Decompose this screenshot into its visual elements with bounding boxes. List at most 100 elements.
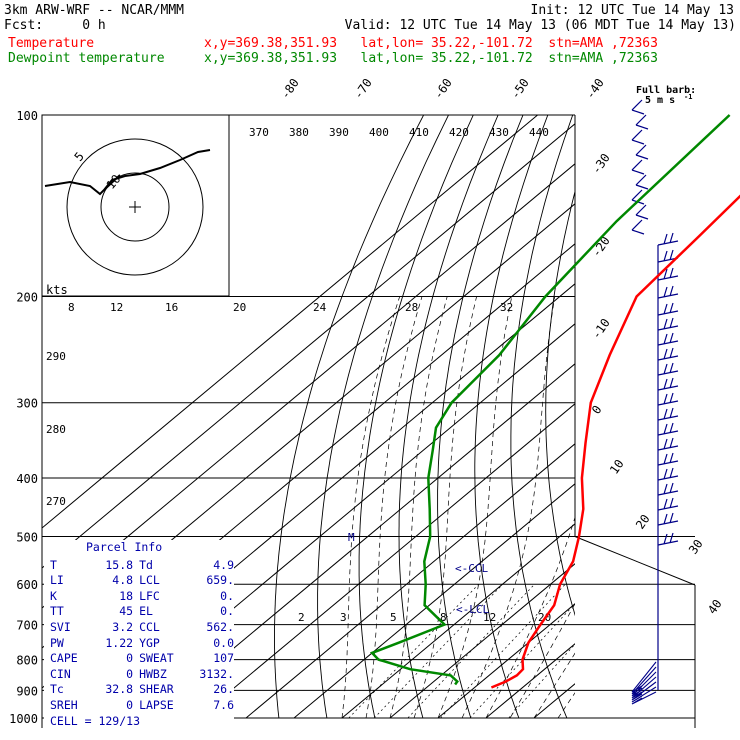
hodograph-inset: 5 10 kts bbox=[41, 114, 230, 297]
isotherm-label: 20 bbox=[633, 512, 653, 532]
parcel-key: CIN bbox=[50, 666, 71, 681]
pressure-label-100: 100 bbox=[16, 109, 38, 123]
wind-barb bbox=[635, 144, 649, 160]
wind-barb bbox=[635, 114, 649, 130]
isotherm-line bbox=[341, 523, 575, 719]
wind-barb bbox=[631, 219, 645, 235]
wind-barb bbox=[657, 467, 679, 481]
isotherm-label: -60 bbox=[431, 76, 455, 102]
parcel-key: Td bbox=[139, 557, 153, 572]
parcel-value: 1.22 bbox=[105, 635, 134, 650]
isotherm-line bbox=[437, 603, 575, 719]
hodo-speed-label: 12 bbox=[110, 301, 123, 314]
parcel-row: SVI 3.2 CCL 562. bbox=[44, 620, 234, 636]
pressure-label-300: 300 bbox=[16, 397, 38, 411]
wind-legend-title: Full barb: bbox=[636, 85, 696, 96]
parcel-value: 4.8 bbox=[112, 573, 134, 588]
theta-e-label: 380 bbox=[289, 126, 309, 139]
mixing-ratio-label: 8 bbox=[440, 611, 447, 624]
pressure-label-900: 900 bbox=[16, 684, 38, 698]
theta-e-label: 420 bbox=[449, 126, 469, 139]
parcel-key: SREH bbox=[50, 697, 78, 712]
dry-adiabat-line bbox=[274, 115, 425, 719]
dry-adiabat-line bbox=[317, 115, 449, 719]
parcel-value: 0. bbox=[220, 588, 235, 603]
wind-barb bbox=[631, 676, 657, 699]
parcel-key: TT bbox=[50, 604, 64, 619]
wind-barb bbox=[635, 174, 649, 190]
parcel-key: LFC bbox=[139, 588, 160, 603]
wind-barb bbox=[657, 532, 679, 546]
pressure-label-500: 500 bbox=[16, 530, 38, 544]
hodo-speed-label: 32 bbox=[500, 301, 513, 314]
pressure-label-700: 700 bbox=[16, 619, 38, 633]
isotherm-label: -50 bbox=[508, 76, 532, 102]
parcel-key: EL bbox=[139, 604, 153, 619]
isotherm-label: 10 bbox=[607, 457, 627, 477]
theta-label: 290 bbox=[46, 350, 66, 363]
wind-legend-value: 5 m s bbox=[645, 95, 675, 106]
dry-adiabat-line bbox=[510, 115, 574, 719]
parcel-value: 0 bbox=[126, 666, 134, 681]
parcel-value: 32.8 bbox=[105, 682, 134, 697]
dry-adiabat-line bbox=[705, 115, 740, 718]
parcel-key: PW bbox=[50, 635, 64, 650]
parcel-value: 0.0 bbox=[213, 635, 235, 650]
wind-barb bbox=[657, 497, 679, 511]
parcel-key: K bbox=[50, 588, 57, 603]
pressure-label-600: 600 bbox=[16, 578, 38, 592]
dry-adiabat-line bbox=[545, 189, 575, 617]
valid-time: Valid: 12 UTC Tue 14 May 13 (06 MDT Tue … bbox=[344, 18, 736, 33]
hodo-speed-label: 28 bbox=[405, 301, 418, 314]
hodo-speed-label: 8 bbox=[68, 301, 75, 314]
moist-adiabat-line bbox=[557, 692, 575, 719]
dry-adiabat-line bbox=[474, 115, 549, 719]
isotherm-line bbox=[582, 115, 740, 718]
wind-barb bbox=[631, 686, 657, 703]
isotherm-label: 30 bbox=[686, 537, 706, 557]
wind-barb bbox=[657, 347, 679, 361]
wind-barb bbox=[631, 671, 657, 697]
wind-barb bbox=[631, 691, 657, 705]
parcel-key: Tc bbox=[50, 682, 64, 697]
pressure-label-200: 200 bbox=[16, 291, 38, 305]
parcel-value: 7.6 bbox=[213, 697, 235, 712]
parcel-key: SVI bbox=[50, 619, 71, 634]
parcel-value: 3.2 bbox=[112, 619, 134, 634]
parcel-value: 15.8 bbox=[105, 557, 134, 572]
parcel-key: SWEAT bbox=[139, 651, 174, 666]
wind-barb bbox=[631, 99, 645, 115]
theta-e-label: 430 bbox=[489, 126, 509, 139]
wind-legend-exp: -1 bbox=[684, 93, 692, 101]
parcel-key: SHEAR bbox=[139, 682, 174, 697]
pressure-label-1000: 1000 bbox=[9, 712, 38, 726]
temperature-legend: Temperature bbox=[8, 36, 95, 51]
mixing-ratio-label: 5 bbox=[390, 611, 397, 624]
isotherm-line bbox=[149, 363, 575, 719]
parcel-key: CAPE bbox=[50, 651, 78, 666]
isotherm-line bbox=[533, 683, 575, 719]
parcel-value: 107 bbox=[213, 651, 235, 666]
isotherm-label: -10 bbox=[589, 316, 613, 342]
hodo-unit-label: kts bbox=[46, 283, 68, 297]
wind-barb bbox=[657, 407, 679, 421]
parcel-info-title: Parcel Info bbox=[86, 540, 163, 554]
parcel-value: 562. bbox=[206, 619, 235, 634]
parcel-key: LAPSE bbox=[139, 697, 174, 712]
wind-barb bbox=[657, 422, 679, 436]
wind-barb bbox=[657, 362, 679, 376]
wind-barbs bbox=[631, 99, 679, 705]
wind-barb bbox=[657, 232, 679, 246]
parcel-value: 659. bbox=[206, 573, 235, 588]
wind-barb bbox=[657, 267, 679, 281]
wind-barb bbox=[657, 377, 679, 391]
parcel-key: HWBZ bbox=[139, 666, 167, 681]
parcel-value: 0. bbox=[220, 604, 235, 619]
theta-e-label: 410 bbox=[409, 126, 429, 139]
isotherm-line bbox=[42, 115, 538, 529]
parcel-key: CCL bbox=[139, 619, 160, 634]
hodograph-trace bbox=[44, 149, 211, 196]
parcel-value: 3132. bbox=[199, 666, 235, 681]
dewpoint-line bbox=[369, 114, 731, 686]
